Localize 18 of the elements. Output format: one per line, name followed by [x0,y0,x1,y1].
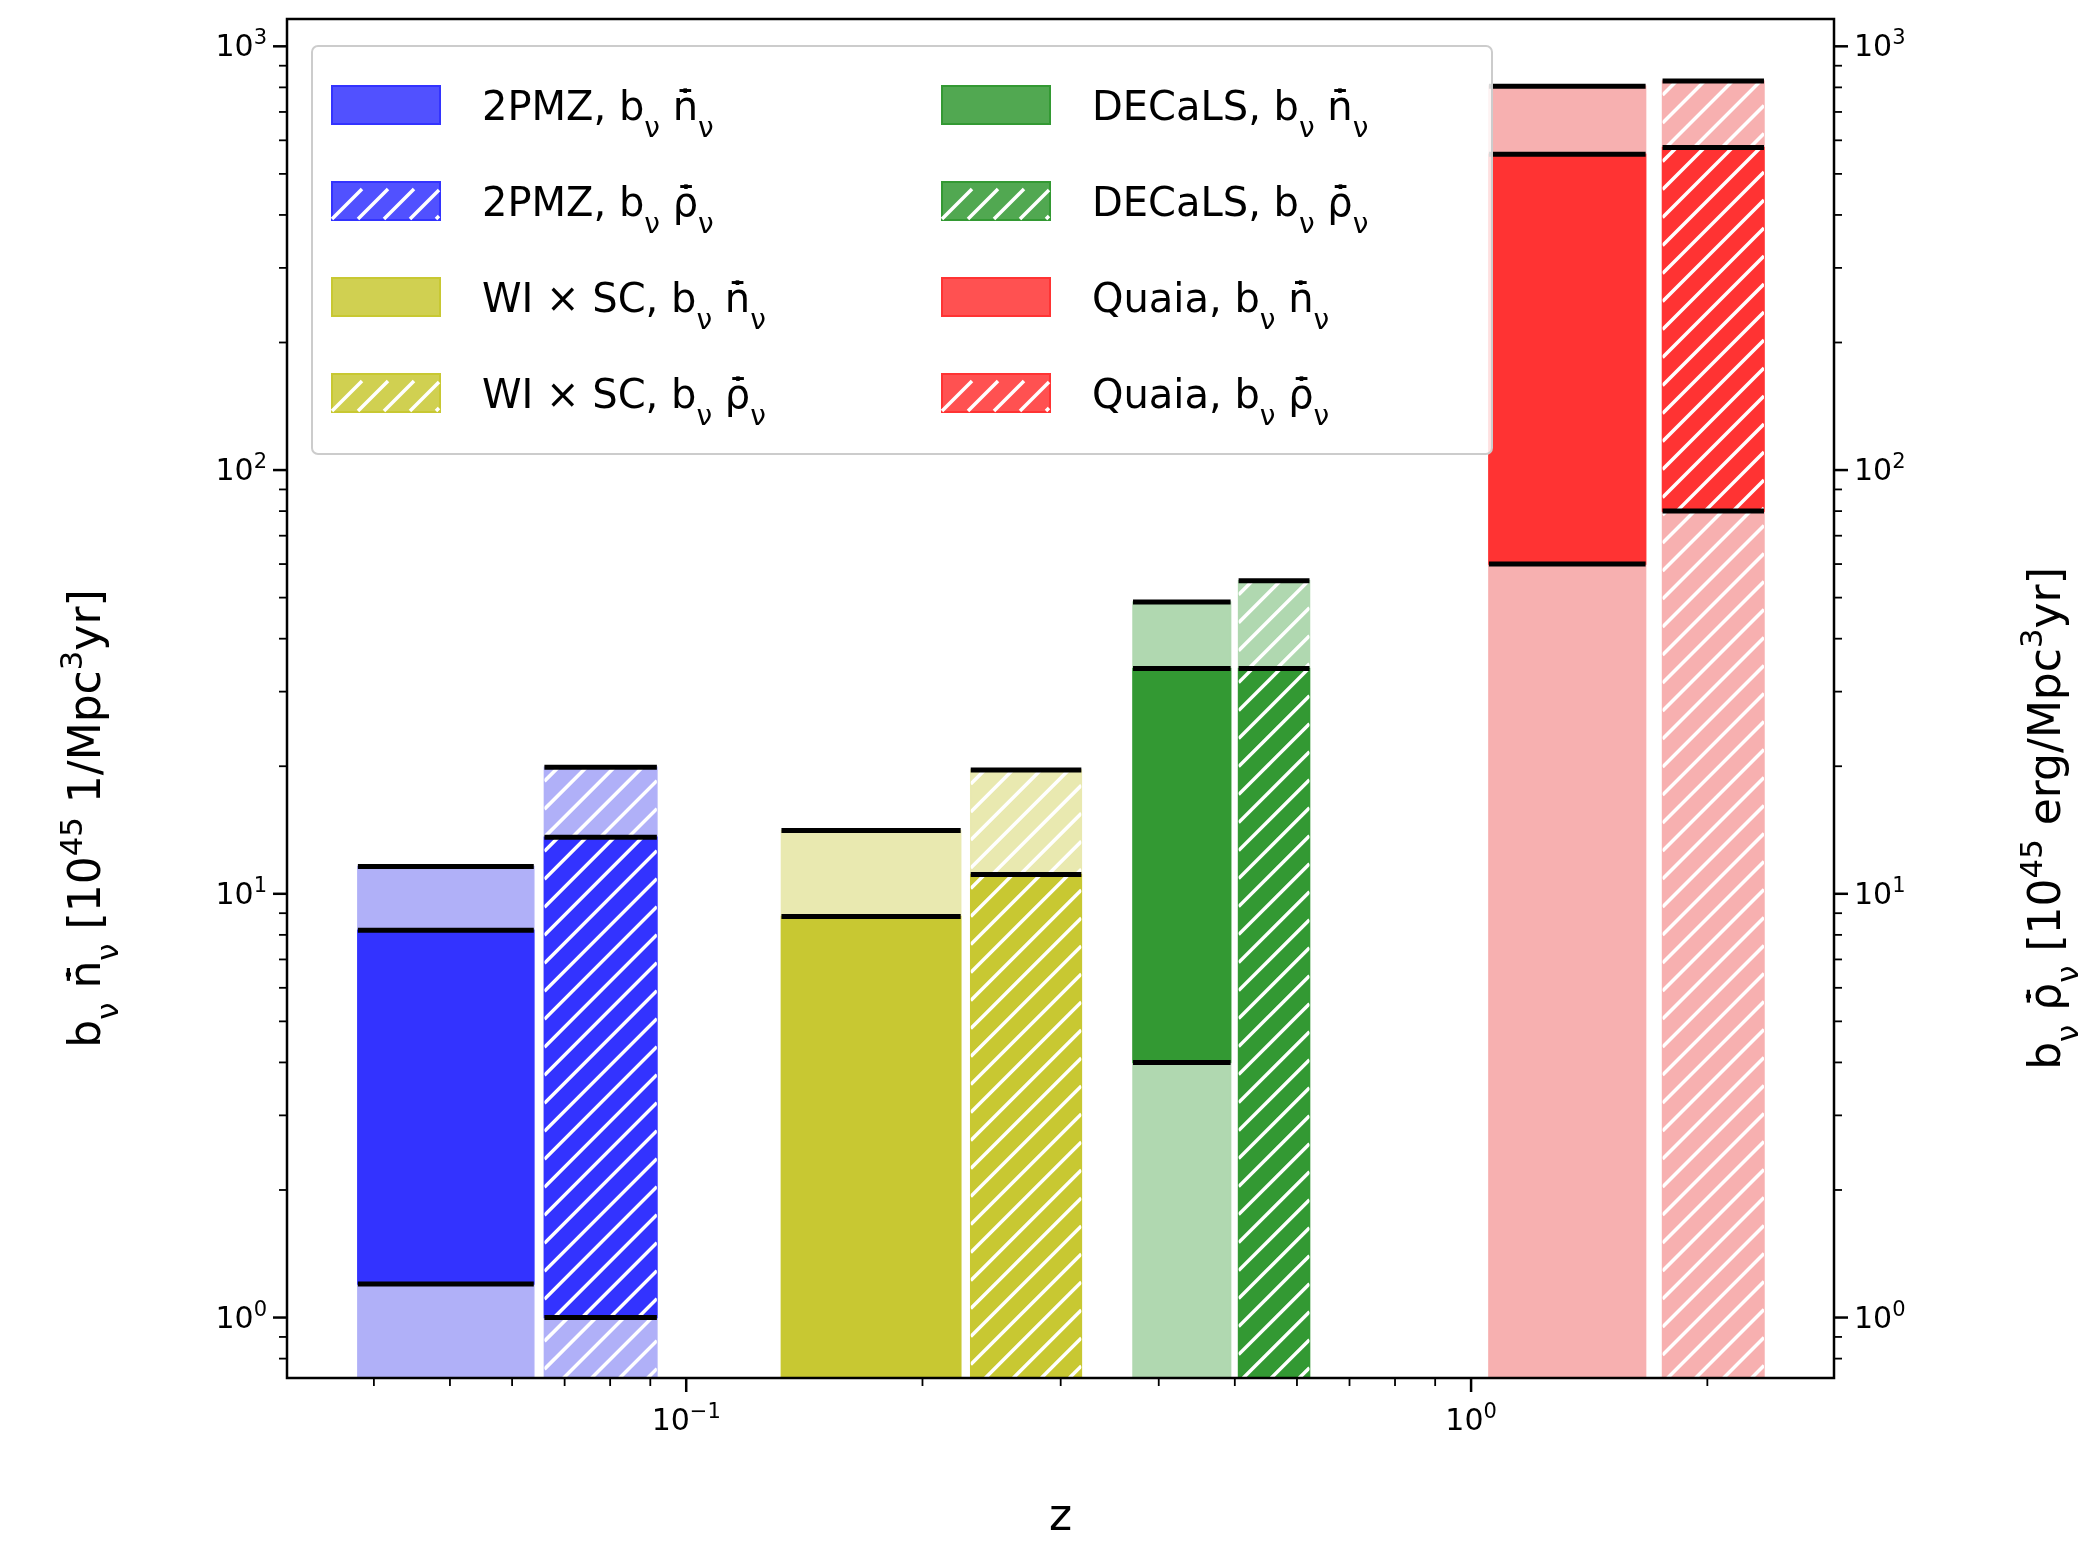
legend-label: DECaLS, b$_{ν}$ ρ̄̇$_{ν}$ [1092,179,1369,240]
legend-label: WI × SC, b$_{ν}$ ρ̄̇$_{ν}$ [482,371,766,432]
legend-label: DECaLS, b$_{ν}$ n̄̇$_{ν}$ [1092,83,1369,144]
y-tick-label: 10$^{1}$ [215,872,267,911]
y-tick-label: 10$^{2}$ [215,449,267,488]
text: 10$^{3}$ [1854,25,1906,64]
text: 10$^{1}$ [1854,872,1906,911]
x-axis-title: z [1048,1489,1073,1540]
text: 10$^{2}$ [1854,449,1906,488]
x-tick-label: 10$^{−1}$ [651,1399,721,1437]
y-tick-label: 10$^{3}$ [215,25,267,64]
legend-label: 2PMZ, b$_{ν}$ n̄̇$_{ν}$ [482,83,714,144]
legend-label: Quaia, b$_{ν}$ ρ̄̇$_{ν}$ [1092,371,1330,432]
legend-label: WI × SC, b$_{ν}$ n̄̇$_{ν}$ [482,275,766,336]
text: 10$^{0}$ [1854,1296,1906,1335]
y-tick-label: 10$^{0}$ [215,1296,267,1335]
legend-label: Quaia, b$_{ν}$ n̄̇$_{ν}$ [1092,275,1330,336]
legend-label: 2PMZ, b$_{ν}$ ρ̄̇$_{ν}$ [482,179,714,240]
